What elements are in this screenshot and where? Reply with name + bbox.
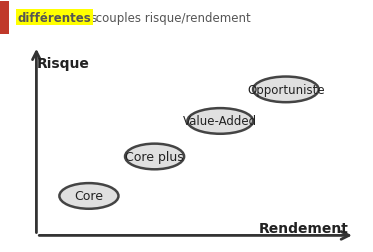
Ellipse shape [253, 77, 319, 103]
FancyBboxPatch shape [0, 2, 9, 35]
Text: Figure 2 – Les: Figure 2 – Les [0, 251, 1, 252]
Text: Risque: Risque [37, 57, 89, 71]
Ellipse shape [187, 109, 253, 134]
Ellipse shape [59, 183, 119, 209]
Text: différentes: différentes [18, 12, 91, 25]
Ellipse shape [125, 144, 184, 170]
Text: couples risque/rendement: couples risque/rendement [91, 12, 250, 25]
Text: Rendement: Rendement [258, 222, 348, 235]
Text: Opportuniste: Opportuniste [247, 84, 325, 97]
Text: Core: Core [75, 190, 103, 203]
Text: Value-Added: Value-Added [183, 115, 257, 128]
Text: Core plus: Core plus [125, 150, 184, 163]
Text: Figure 2 – Les: Figure 2 – Les [17, 12, 101, 25]
